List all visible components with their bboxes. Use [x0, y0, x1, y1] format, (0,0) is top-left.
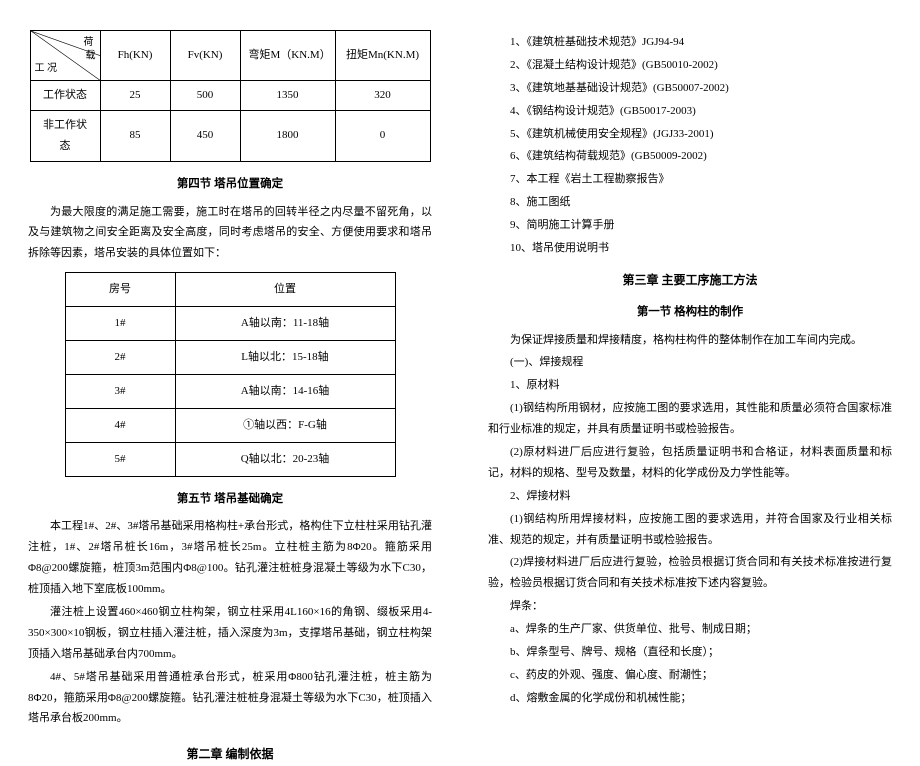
section-5-title: 第五节 塔吊基础确定: [28, 489, 432, 511]
h-weld-mat: 2、焊接材料: [488, 486, 892, 507]
p-weld-2: (2)焊接材料进厂后应进行复验，检验员根据订货合同和有关技术标准按进行复验，检验…: [488, 552, 892, 594]
p-raw-2: (2)原材料进厂后应进行复验，包括质量证明书和合格证，材料表面质量和标记，材料的…: [488, 442, 892, 484]
sec5-p3: 4#、5#塔吊基础采用普通桩承台形式，桩采用Φ800钻孔灌注桩，桩主筋为8Φ20…: [28, 667, 432, 730]
load-condition-table: 荷 载 工 况 Fh(KN) Fv(KN) 弯矩M（KN.M） 扭矩Mn(KN.…: [30, 30, 431, 162]
col-m: 弯矩M（KN.M）: [240, 31, 335, 81]
col-fh: Fh(KN): [100, 31, 170, 81]
t2-head-pos: 位置: [175, 273, 395, 307]
table-row: 3#A轴以南：14-16轴: [65, 374, 395, 408]
ref-item: 1、《建筑桩基础技术规范》JGJ94-94: [488, 32, 892, 53]
section-4-para: 为最大限度的满足施工需要，施工时在塔吊的回转半径之内尽量不留死角，以及与建筑物之…: [28, 202, 432, 265]
p-intro: 为保证焊接质量和焊接精度，格构柱构件的整体制作在加工车间内完成。: [488, 330, 892, 351]
table-row: 工作状态 25 500 1350 320: [30, 81, 430, 111]
chapter-3-title: 第三章 主要工序施工方法: [488, 269, 892, 292]
item-c: c、药皮的外观、强度、偏心度、耐潮性；: [488, 665, 892, 686]
col-fv: Fv(KN): [170, 31, 240, 81]
ref-item: 3、《建筑地基基础设计规范》(GB50007-2002): [488, 78, 892, 99]
item-b: b、焊条型号、牌号、规格（直径和长度）；: [488, 642, 892, 663]
sec5-p2: 灌注桩上设置460×460钢立柱构架，钢立柱采用4L160×16的角钢、缀板采用…: [28, 602, 432, 665]
ref-item: 10、塔吊使用说明书: [488, 238, 892, 259]
table-row: 非工作状态 85 450 1800 0: [30, 110, 430, 161]
ref-item: 9、简明施工计算手册: [488, 215, 892, 236]
h-weld-proc: (一)、焊接规程: [488, 352, 892, 373]
ref-item: 2、《混凝土结构设计规范》(GB50010-2002): [488, 55, 892, 76]
diag-header-cell: 荷 载 工 况: [30, 31, 100, 81]
table-row: 5#Q轴以北：20-23轴: [65, 442, 395, 476]
ref-item: 6、《建筑结构荷载规范》(GB50009-2002): [488, 146, 892, 167]
table-row: 1#A轴以南：11-18轴: [65, 307, 395, 341]
col-mn: 扭矩Mn(KN.M): [335, 31, 430, 81]
chapter-2-title: 第二章 编制依据: [28, 743, 432, 766]
item-a: a、焊条的生产厂家、供货单位、批号、制成日期；: [488, 619, 892, 640]
sec5-p1: 本工程1#、2#、3#塔吊基础采用格构柱+承台形式，格构住下立柱柱采用钻孔灌注桩…: [28, 516, 432, 600]
item-d: d、熔敷金属的化学成份和机械性能；: [488, 688, 892, 709]
ref-item: 5、《建筑机械使用安全规程》(JGJ33-2001): [488, 124, 892, 145]
section-3-1-title: 第一节 格构柱的制作: [488, 302, 892, 324]
diag-bot: 工 况: [35, 59, 58, 78]
h-raw-mat: 1、原材料: [488, 375, 892, 396]
table-row: 4#①轴以西：F-G轴: [65, 408, 395, 442]
diag-mid: 载: [86, 46, 96, 65]
p-weld-1: (1)钢结构所用焊接材料，应按施工图的要求选用，并符合国家及行业相关标准、规范的…: [488, 509, 892, 551]
table-row: 2#L轴以北：15-18轴: [65, 340, 395, 374]
ref-item: 8、施工图纸: [488, 192, 892, 213]
p-raw-1: (1)钢结构所用钢材，应按施工图的要求选用，其性能和质量必须符合国家标准和行业标…: [488, 398, 892, 440]
t2-head-house: 房号: [65, 273, 175, 307]
position-table: 房号 位置 1#A轴以南：11-18轴 2#L轴以北：15-18轴 3#A轴以南…: [65, 272, 396, 476]
ref-item: 7、本工程《岩土工程勘察报告》: [488, 169, 892, 190]
ref-item: 4、《钢结构设计规范》(GB50017-2003): [488, 101, 892, 122]
section-4-title: 第四节 塔吊位置确定: [28, 174, 432, 196]
h-electrode: 焊条：: [488, 596, 892, 617]
